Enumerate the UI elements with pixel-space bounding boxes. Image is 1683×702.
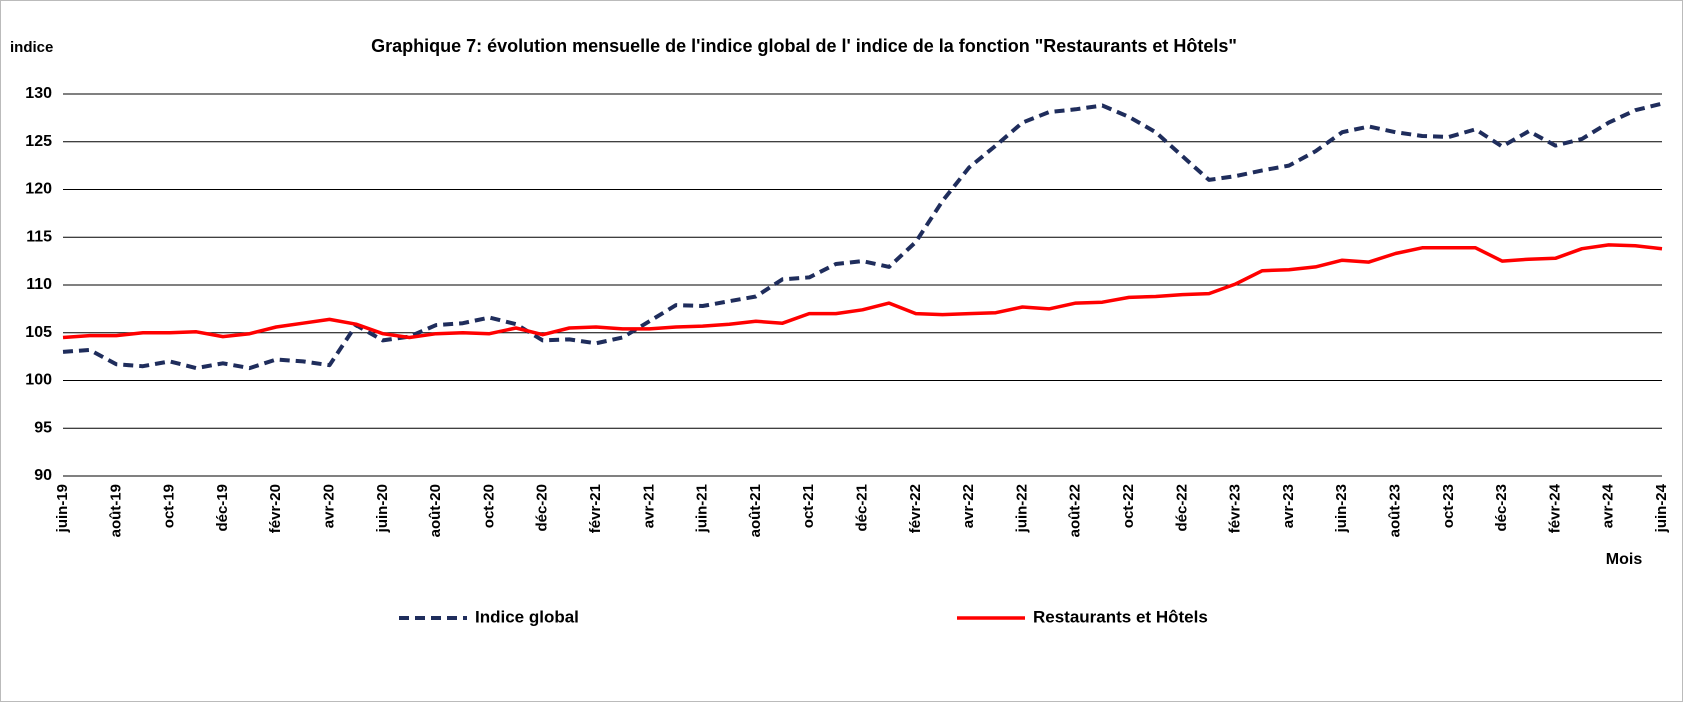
y-tick-label: 90 bbox=[34, 467, 52, 484]
x-tick-label: févr-21 bbox=[587, 484, 604, 533]
series-line bbox=[62, 243, 1663, 340]
x-tick-label: oct-22 bbox=[1120, 484, 1137, 528]
x-tick-label: avr-21 bbox=[640, 484, 657, 528]
x-tick-label: févr-24 bbox=[1546, 483, 1563, 533]
x-tick-label: déc-21 bbox=[853, 484, 870, 532]
x-tick-label: avr-20 bbox=[320, 484, 337, 528]
x-tick-label: août-19 bbox=[107, 484, 124, 537]
series-line bbox=[62, 101, 1663, 371]
y-tick-label: 110 bbox=[26, 276, 52, 293]
x-tick-label: août-22 bbox=[1067, 484, 1084, 537]
legend-label: Restaurants et Hôtels bbox=[1033, 607, 1208, 626]
x-tick-label: août-21 bbox=[747, 484, 764, 537]
y-tick-label: 130 bbox=[25, 85, 52, 102]
x-tick-label: oct-20 bbox=[480, 484, 497, 528]
x-axis-label: Mois bbox=[1606, 551, 1643, 568]
x-tick-label: août-20 bbox=[427, 484, 444, 537]
y-tick-label: 125 bbox=[25, 133, 52, 150]
x-tick-label: avr-24 bbox=[1600, 483, 1617, 528]
x-tick-label: déc-19 bbox=[214, 484, 231, 532]
x-tick-label: déc-22 bbox=[1173, 484, 1190, 532]
x-tick-label: févr-23 bbox=[1227, 484, 1244, 533]
legend-label: Indice global bbox=[475, 607, 579, 626]
x-tick-label: avr-22 bbox=[960, 484, 977, 528]
y-tick-label: 115 bbox=[26, 228, 52, 245]
y-tick-label: 100 bbox=[25, 372, 52, 389]
x-tick-label: juin-20 bbox=[374, 484, 391, 533]
x-tick-label: oct-23 bbox=[1440, 484, 1457, 528]
x-tick-label: avr-23 bbox=[1280, 484, 1297, 528]
x-tick-label: déc-23 bbox=[1493, 484, 1510, 532]
x-tick-label: oct-21 bbox=[800, 484, 817, 528]
x-tick-label: févr-20 bbox=[267, 484, 284, 533]
chart-title: Graphique 7: évolution mensuelle de l'in… bbox=[371, 36, 1237, 56]
x-tick-label: juin-24 bbox=[1653, 483, 1670, 533]
y-tick-label: 120 bbox=[25, 181, 52, 198]
x-tick-label: juin-23 bbox=[1333, 484, 1350, 533]
y-axis-label: indice bbox=[10, 39, 53, 56]
y-tick-label: 105 bbox=[25, 324, 52, 341]
x-tick-label: juin-19 bbox=[54, 484, 71, 533]
x-tick-label: juin-21 bbox=[694, 484, 711, 533]
x-tick-label: août-23 bbox=[1386, 484, 1403, 537]
y-tick-label: 95 bbox=[34, 419, 52, 436]
x-tick-label: juin-22 bbox=[1013, 484, 1030, 533]
x-tick-label: déc-20 bbox=[534, 484, 551, 532]
x-tick-label: févr-22 bbox=[907, 484, 924, 533]
x-tick-label: oct-19 bbox=[161, 484, 178, 528]
